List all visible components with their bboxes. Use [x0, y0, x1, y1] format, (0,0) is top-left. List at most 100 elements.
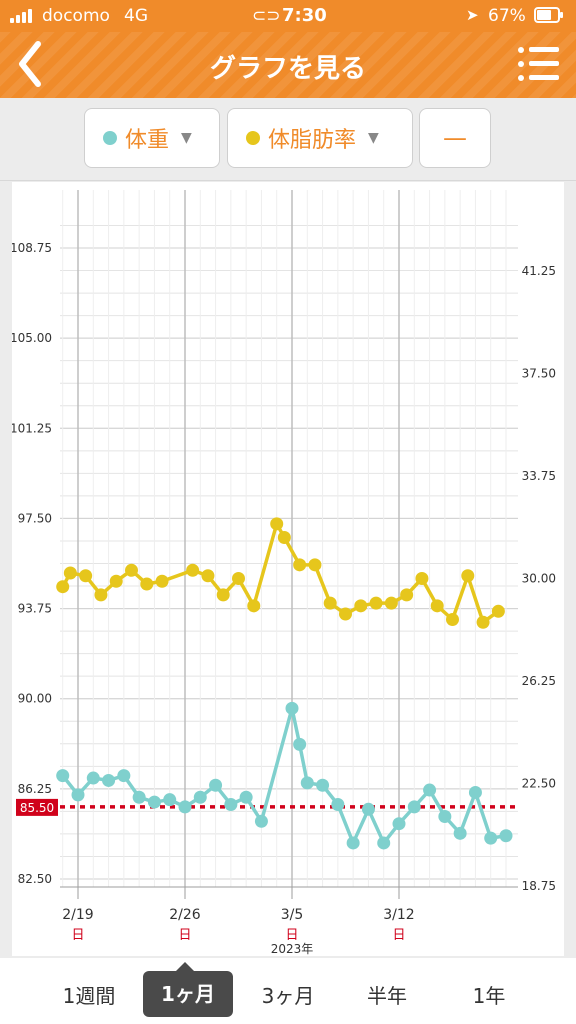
menu-button[interactable] [516, 42, 562, 86]
weight-data-point [193, 790, 207, 804]
weight-data-point [117, 769, 131, 783]
weight-data-point [224, 797, 238, 811]
fat-data-point [491, 604, 505, 618]
x-axis-weekday-label: 日 [392, 928, 405, 943]
fat-data-point [354, 599, 368, 613]
weight-data-point [438, 810, 452, 824]
left-axis-tick-label: 93.75 [18, 602, 52, 616]
weight-data-point [453, 826, 467, 840]
fat-data-point [63, 566, 77, 580]
x-axis-tick-label: 3/5 [281, 907, 304, 923]
weight-series-label: 体重 [125, 128, 170, 153]
period-1-month[interactable]: 1ヶ月 [143, 971, 233, 1017]
target-label: 85.50 [20, 801, 54, 815]
fat-data-point [216, 588, 230, 602]
third-series-label: — [443, 124, 467, 152]
weight-data-point [56, 769, 70, 783]
battery-icon [534, 7, 563, 23]
link-icon: ⊂⊃ [252, 6, 281, 26]
weight-data-point [423, 783, 437, 797]
period-1-week[interactable]: 1週間 [62, 984, 116, 1008]
period-selector: 1週間 1ヶ月 3ヶ月 半年 1年 [0, 958, 576, 1024]
fat-data-point [400, 588, 414, 602]
fat-data-point [270, 517, 284, 531]
page-title: グラフを見る [209, 54, 366, 84]
left-axis-tick-label: 97.50 [18, 511, 52, 525]
right-axis-tick-label: 30.00 [522, 572, 556, 586]
weight-data-point [102, 773, 116, 787]
third-series-dropdown[interactable]: — [419, 108, 491, 168]
clock-time: 7:30 [282, 5, 327, 26]
weight-data-point [377, 836, 391, 850]
weight-data-point [361, 802, 375, 816]
x-axis-weekday-label: 日 [178, 928, 191, 943]
period-3-months[interactable]: 3ヶ月 [261, 984, 315, 1008]
fat-data-point [369, 596, 383, 610]
location-arrow-icon: ➤ [466, 6, 479, 24]
weight-data-point [178, 800, 192, 814]
weight-data-point [71, 788, 85, 802]
fat-data-point [293, 558, 307, 572]
fat-data-point [79, 569, 93, 583]
weight-data-point [285, 701, 299, 715]
weight-data-point [86, 771, 100, 785]
weight-data-point [163, 793, 177, 807]
back-button[interactable] [8, 34, 58, 94]
fat-data-point [232, 572, 245, 585]
weight-data-point [331, 797, 345, 811]
left-axis-tick-label: 101.25 [12, 421, 52, 435]
weight-data-point [407, 800, 421, 814]
weight-dot-icon [103, 131, 117, 145]
chart-panel: 108.75 105.00 101.25 97.50 93.75 90.00 86.25 82… [12, 182, 564, 956]
x-axis-tick-label: 2/26 [169, 907, 201, 923]
fat-series-dropdown[interactable]: 体脂肪率 ▼ [227, 108, 413, 168]
battery-percent: 67% [488, 6, 526, 26]
selected-caret-icon [175, 962, 195, 972]
fat-data-point [155, 574, 169, 588]
fat-data-point [476, 615, 490, 629]
weight-data-point [254, 814, 268, 828]
fat-data-point [446, 613, 459, 626]
caret-down-icon: ▼ [368, 130, 379, 146]
status-bar: docomo 4G ⊂⊃ 7:30 ➤ 67% [0, 0, 576, 32]
x-axis-tick-label: 2/19 [62, 907, 93, 923]
left-axis-tick-label: 82.50 [18, 872, 52, 886]
fat-data-point [56, 580, 70, 594]
fat-data-point [430, 599, 444, 613]
period-1-year[interactable]: 1年 [472, 984, 506, 1008]
right-axis-tick-label: 26.25 [522, 674, 556, 688]
fat-dot-icon [246, 131, 260, 145]
weight-data-point [147, 795, 161, 809]
right-axis-tick-label: 37.50 [522, 367, 556, 381]
period-half-year[interactable]: 半年 [367, 984, 407, 1008]
target-label-box [16, 798, 58, 816]
weight-data-point [293, 737, 307, 751]
weight-data-point [484, 831, 498, 845]
fat-data-point [277, 531, 291, 544]
x-axis-year-label: 2023年 [271, 942, 314, 956]
weight-data-point [468, 785, 482, 799]
weight-data-point [239, 790, 253, 804]
fat-data-point [323, 596, 337, 610]
fat-data-point [201, 569, 215, 583]
fat-series-label: 体脂肪率 [268, 128, 357, 153]
nav-header: グラフを見る [0, 32, 576, 98]
weight-fat-chart: 108.75 105.00 101.25 97.50 93.75 90.00 86.25 82… [12, 190, 556, 956]
left-axis-tick-label: 86.25 [18, 782, 52, 796]
weight-data-point [346, 836, 360, 850]
fat-data-point [94, 588, 108, 602]
left-axis-tick-label: 108.75 [12, 241, 52, 255]
left-axis-tick-label: 105.00 [12, 331, 52, 345]
carrier-label: docomo [42, 6, 110, 26]
x-axis-tick-label: 3/12 [383, 907, 414, 923]
weight-data-point [209, 778, 223, 792]
right-axis-tick-label: 22.50 [522, 777, 556, 791]
network-label: 4G [124, 6, 148, 26]
weight-series-dropdown[interactable]: 体重 ▼ [84, 108, 220, 168]
x-axis-weekday-label: 日 [71, 928, 84, 943]
list-menu-icon [518, 47, 559, 81]
right-axis-tick-label: 18.75 [522, 879, 556, 893]
right-axis-tick-label: 33.75 [522, 469, 556, 483]
signal-bars-icon [10, 9, 32, 23]
fat-data-point [339, 607, 352, 621]
